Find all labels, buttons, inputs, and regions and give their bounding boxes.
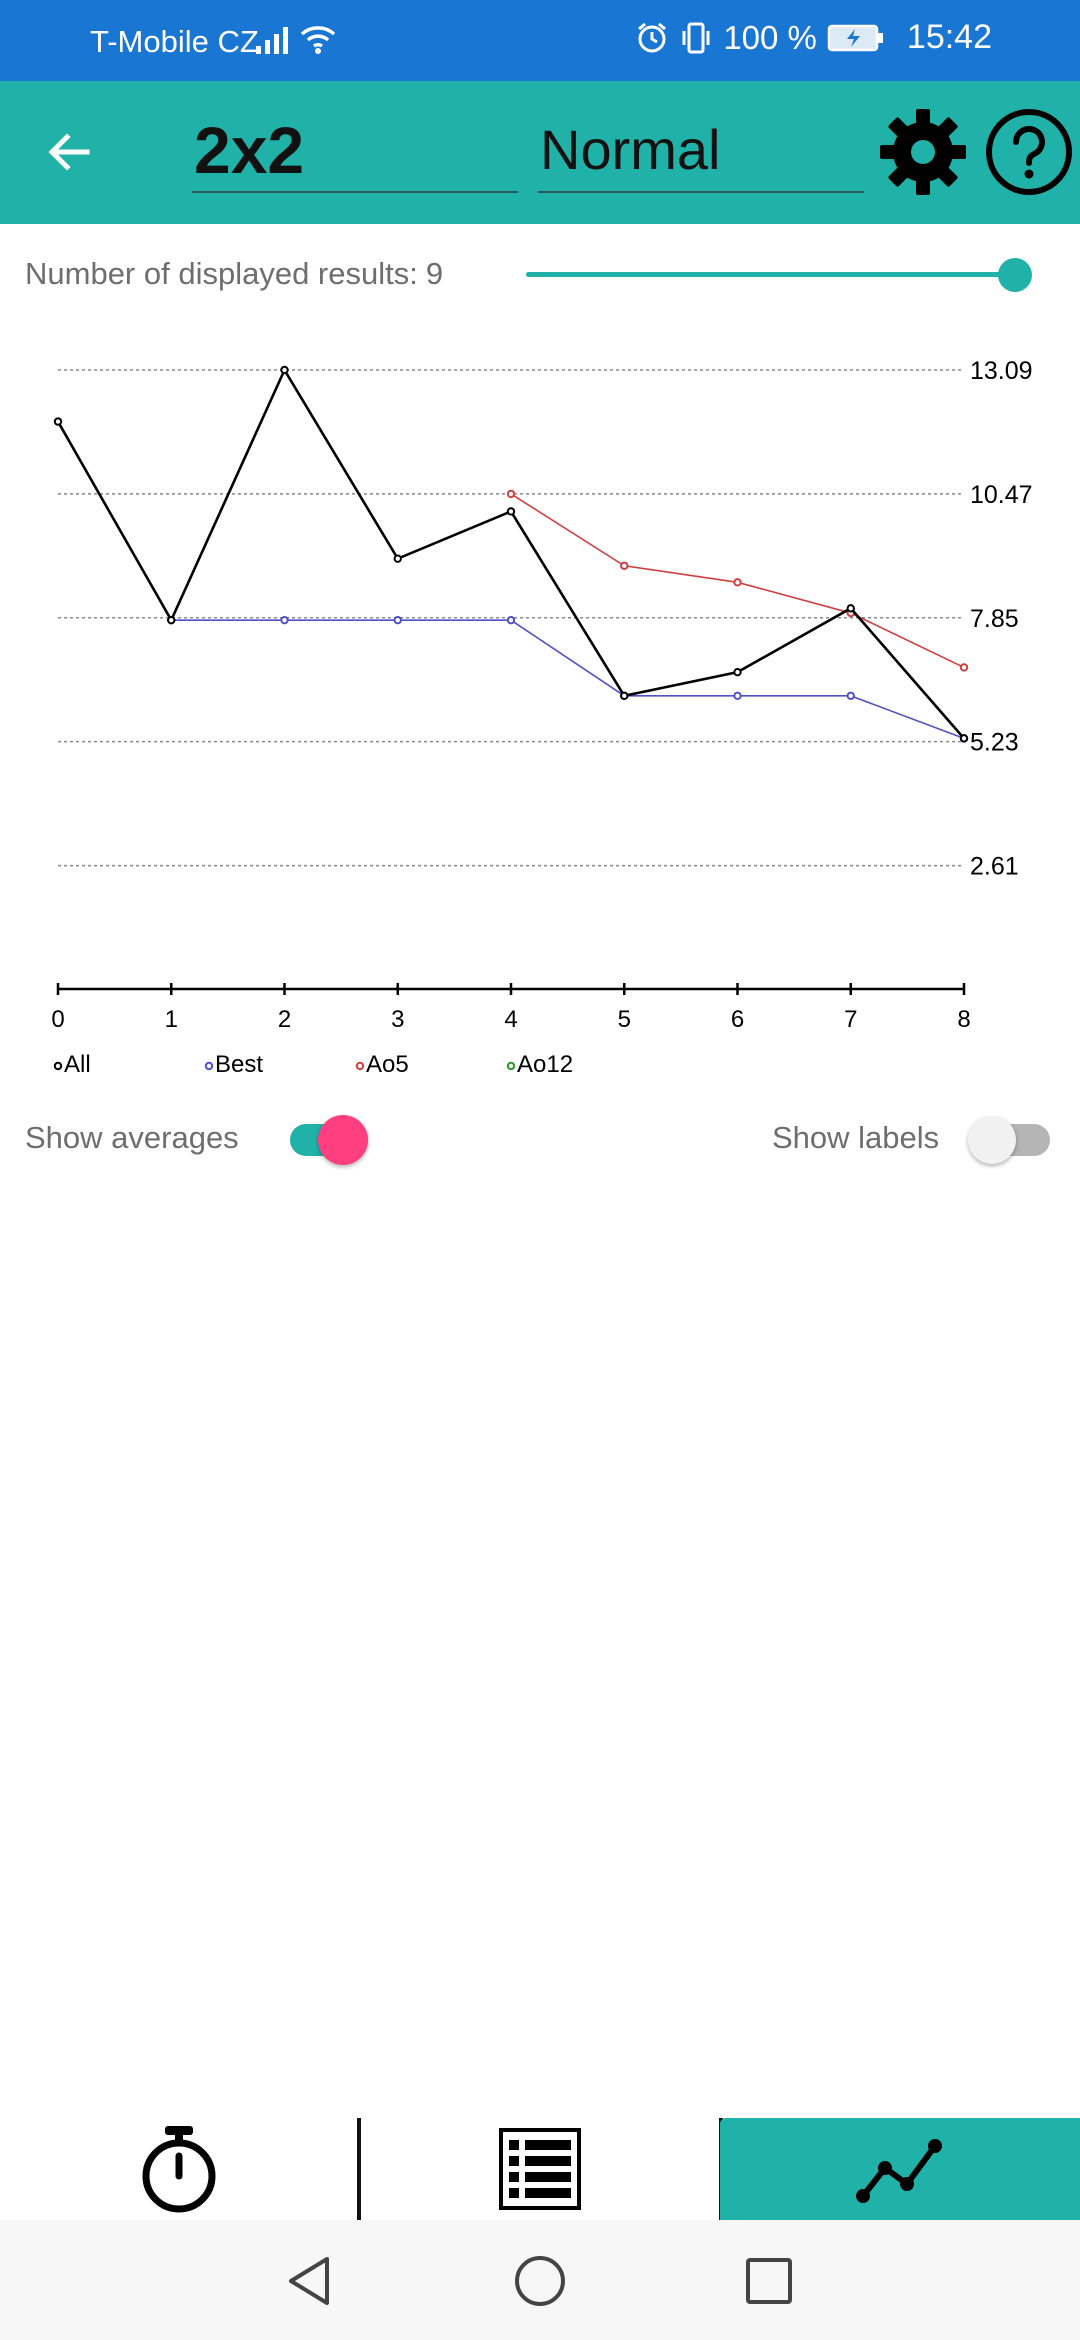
status-bar: T-Mobile CZ 100 % 15:42 — [0, 0, 1080, 81]
results-count-text: Number of displayed results: — [25, 256, 418, 291]
results-count-label: Number of displayed results: 9 — [25, 256, 443, 292]
data-point-ao5 — [506, 489, 516, 499]
results-count-row: Number of displayed results: 9 — [0, 224, 1080, 324]
series-line-all — [56, 367, 965, 740]
vibrate-icon — [682, 22, 710, 53]
help-button[interactable] — [982, 105, 1076, 199]
x-tick-label: 2 — [278, 1006, 291, 1033]
app-bar: 2x2 Normal — [0, 81, 1080, 224]
x-tick-label: 4 — [504, 1006, 517, 1033]
carrier-name: T-Mobile CZ — [90, 24, 259, 59]
clock: 15:42 — [906, 18, 992, 56]
data-point-all — [620, 691, 629, 701]
tab-results-list[interactable] — [360, 2118, 720, 2220]
y-tick-label: 2.61 — [970, 853, 1019, 881]
data-point-all — [959, 734, 969, 743]
data-point-best — [393, 615, 402, 625]
settings-button[interactable] — [876, 105, 970, 199]
legend-marker-ao5 — [355, 1061, 365, 1071]
data-point-ao5 — [620, 561, 629, 570]
data-point-ao5 — [733, 578, 742, 587]
toggles-row: Show averages Show labels — [0, 1100, 1080, 1180]
show-averages-label: Show averages — [25, 1120, 239, 1155]
bottom-tab-bar — [0, 2118, 1080, 2220]
data-point-best — [733, 691, 742, 701]
system-nav-bar — [0, 2220, 1080, 2340]
data-point-all — [393, 554, 402, 563]
show-labels-switch[interactable] — [966, 1112, 1056, 1164]
legend-label-ao12: Ao12 — [517, 1051, 573, 1078]
status-right: 100 % 15:42 — [635, 18, 992, 57]
legend-marker-best — [204, 1061, 214, 1071]
results-chart: 13.09 10.47 7.85 5.23 2.61 0 1 2 3 4 5 6 7 8 All Best Ao… — [0, 330, 1080, 1090]
x-tick-label: 1 — [165, 1006, 178, 1033]
series-line-best — [57, 421, 965, 740]
data-point-all — [53, 417, 63, 426]
nav-recents-icon — [746, 2258, 792, 2304]
tab-timer[interactable] — [0, 2118, 358, 2220]
switch-thumb — [968, 1116, 1016, 1164]
wifi-icon — [300, 26, 336, 54]
results-count-slider[interactable] — [526, 252, 1036, 296]
y-tick-label: 5.23 — [970, 729, 1019, 757]
data-point-all — [167, 615, 176, 625]
y-tick-label: 7.85 — [970, 605, 1019, 633]
nav-back-icon — [289, 2257, 329, 2305]
legend-marker-ao12 — [506, 1061, 516, 1071]
help-icon — [986, 109, 1072, 195]
x-tick-label: 7 — [844, 1006, 857, 1033]
line-chart-icon — [856, 2139, 942, 2203]
switch-thumb — [318, 1115, 368, 1165]
mode-select[interactable]: Normal — [538, 107, 864, 193]
data-point-best — [280, 615, 289, 625]
nav-home-icon — [515, 2256, 565, 2306]
legend-marker-all — [53, 1061, 63, 1071]
results-count-value: 9 — [425, 256, 444, 291]
list-icon — [499, 2128, 581, 2210]
data-point-best — [846, 691, 855, 701]
x-tick-label: 6 — [731, 1006, 744, 1033]
alarm-icon — [638, 22, 667, 52]
back-button[interactable] — [36, 119, 102, 185]
data-point-best — [506, 615, 516, 625]
results-line-chart: 13.09 10.47 7.85 5.23 2.61 0 1 2 3 4 5 6 7 8 All Best Ao… — [51, 357, 1033, 1078]
nav-recents-button[interactable] — [734, 2246, 804, 2316]
data-point-all — [280, 365, 289, 375]
x-tick-label: 5 — [618, 1006, 631, 1033]
data-point-all — [846, 604, 855, 613]
legend-label-ao5: Ao5 — [366, 1051, 409, 1078]
nav-home-button[interactable] — [505, 2246, 575, 2316]
tab-divider — [357, 2118, 361, 2220]
gear-icon — [880, 109, 966, 195]
nav-back-button[interactable] — [274, 2246, 344, 2316]
legend-label-all: All — [64, 1051, 91, 1078]
data-point-all — [733, 667, 742, 677]
legend-label-best: Best — [215, 1051, 263, 1078]
signal-icon — [256, 27, 288, 54]
stopwatch-icon — [142, 2126, 216, 2213]
data-point-ao5 — [959, 663, 969, 672]
x-tick-label: 0 — [51, 1006, 64, 1033]
y-tick-label: 13.09 — [970, 357, 1033, 385]
tab-statistics[interactable] — [720, 2118, 1080, 2220]
slider-thumb[interactable] — [998, 258, 1032, 292]
battery-percent: 100 % — [723, 18, 817, 56]
show-labels-label: Show labels — [772, 1120, 940, 1155]
arrow-left-icon — [48, 133, 90, 171]
show-averages-switch[interactable] — [284, 1112, 374, 1165]
data-point-all — [506, 507, 516, 516]
slider-track — [526, 272, 1016, 277]
x-tick-label: 3 — [391, 1006, 404, 1033]
battery-charging-icon — [827, 24, 883, 51]
x-tick-label: 8 — [957, 1006, 970, 1033]
y-tick-label: 10.47 — [970, 481, 1033, 509]
puzzle-select[interactable]: 2x2 — [192, 107, 518, 193]
